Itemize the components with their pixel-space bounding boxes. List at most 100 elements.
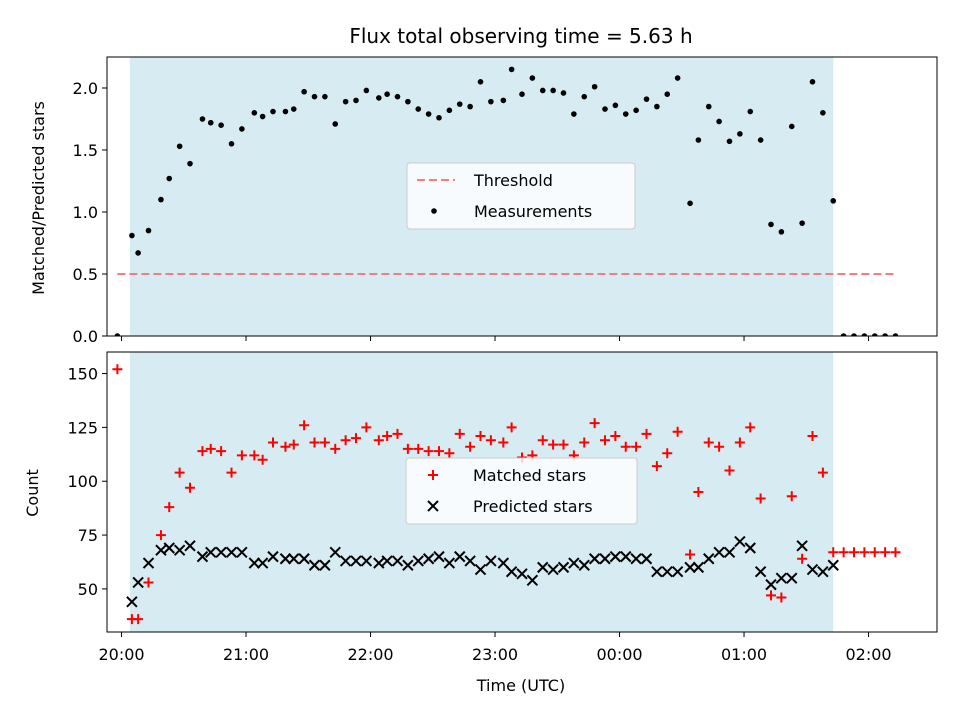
predicted-star-point (661, 565, 673, 578)
matched-star-point (185, 482, 195, 493)
measurement-point (687, 200, 693, 207)
predicted-star-point (537, 561, 549, 574)
measurement-point (643, 96, 650, 102)
matched-star-point (693, 487, 704, 497)
predicted-star-point (142, 557, 155, 569)
predicted-star-point (215, 546, 227, 559)
top-panel-ratio: 0.0 0.5 1.0 1.5 2.0 Threshold Measurements (73, 56, 938, 346)
matched-star-point (299, 420, 310, 431)
predicted-star-point (126, 596, 138, 608)
matched-star-point (498, 437, 509, 448)
measurement-point (664, 91, 671, 97)
predicted-star-point (225, 546, 238, 559)
matched-star-point (807, 431, 818, 441)
measurement-point (571, 111, 577, 117)
predicted-star-point (298, 553, 310, 565)
matched-star-point (620, 441, 631, 452)
matched-star-point (703, 437, 714, 448)
matched-star-point (485, 435, 496, 446)
measurement-point (207, 119, 214, 126)
matched-star-point (205, 443, 216, 454)
matched-star-point (402, 443, 413, 454)
measurement-point (301, 88, 307, 95)
y-tick-label: 1.5 (73, 141, 98, 160)
measurement-point (135, 250, 141, 256)
predicted-star-point (775, 572, 788, 584)
matched-star-point (786, 491, 797, 502)
predicted-star-point (132, 576, 144, 589)
predicted-star-point (557, 561, 570, 574)
measurement-point (602, 106, 608, 112)
matched-star-point (685, 549, 696, 560)
predicted-star-point (609, 550, 622, 563)
predicted-star-point (350, 555, 362, 567)
measurement-point (363, 87, 370, 94)
measurement-point (622, 111, 629, 117)
measurement-point (311, 93, 318, 100)
predicted-star-point (817, 565, 829, 578)
matched-star-point (714, 441, 725, 452)
matched-star-point (382, 431, 393, 441)
matched-star-point (340, 435, 351, 446)
predicted-star-point (754, 565, 767, 578)
measurement-point (270, 108, 276, 115)
measurement-point (882, 333, 888, 336)
predicted-star-point (443, 557, 456, 569)
measurement-point (737, 131, 743, 137)
matched-star-point (361, 422, 372, 433)
predicted-star-point (485, 555, 497, 567)
measurement-point (654, 103, 660, 110)
measurement-point (259, 113, 266, 120)
matched-star-point (548, 439, 559, 450)
predicted-star-point (651, 565, 663, 578)
measurement-point (799, 220, 805, 226)
matched-star-point (373, 435, 384, 446)
measurement-point (892, 333, 899, 336)
matched-star-point (423, 446, 434, 457)
matched-star-point (869, 547, 880, 558)
measurement-point (529, 75, 536, 81)
measurement-point (114, 333, 121, 336)
matched-star-point (133, 614, 144, 625)
matched-star-point (662, 448, 673, 459)
predicted-star-point (786, 572, 798, 584)
y-tick-label: 0.0 (73, 327, 98, 346)
axes-frame (106, 351, 938, 633)
matched-star-point (392, 428, 403, 439)
measurement-point (228, 141, 235, 147)
measurement-point (674, 75, 681, 81)
matched-star-point (475, 431, 486, 441)
x-tick-label: 23:00 (472, 645, 518, 664)
matched-star-point (890, 547, 901, 558)
legend-label: Matched stars (473, 466, 586, 485)
predicted-star-point (620, 550, 632, 563)
predicted-star-point (713, 546, 725, 559)
measurement-point (394, 93, 401, 100)
measurement-point (376, 95, 382, 101)
measurement-point (861, 333, 868, 336)
matched-star-point (174, 467, 185, 478)
predicted-star-point (155, 544, 167, 556)
matched-star-point (155, 530, 166, 541)
predicted-star-point (454, 550, 466, 563)
predicted-star-point (433, 550, 445, 563)
predicted-star-point (630, 553, 642, 565)
measurement-point (788, 123, 795, 130)
measurement-point (500, 97, 507, 104)
measurement-point (560, 90, 567, 96)
y-tick-label: 1.0 (73, 203, 98, 222)
matched-star-point (838, 547, 849, 558)
predicted-star-point (279, 553, 292, 565)
predicted-star-point (184, 540, 196, 552)
predicted-star-point (236, 546, 248, 559)
measurement-point (581, 93, 588, 100)
predicted-star-point (163, 542, 175, 554)
measurement-point (612, 102, 619, 109)
measurement-point (405, 98, 411, 105)
bottom-panel-counts: 50 75 100 125 150 20:00 21:00 22:00 23:00 00:00 01… (67, 351, 938, 664)
measurement-point (550, 87, 556, 94)
matched-star-point (268, 437, 278, 448)
x-tick-label: 20:00 (98, 645, 144, 664)
measurement-point (436, 114, 442, 121)
predicted-star-point (765, 578, 777, 591)
